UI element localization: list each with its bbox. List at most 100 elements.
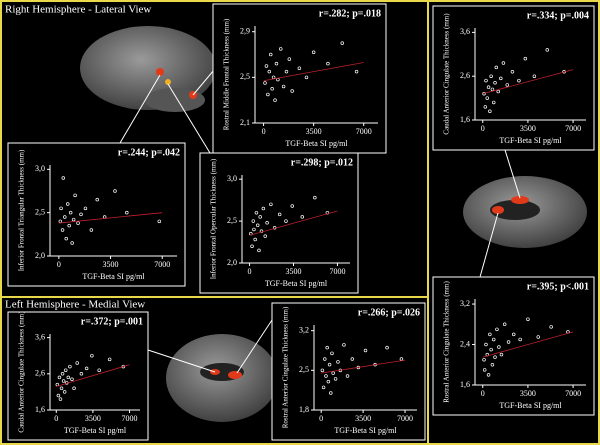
- point: [486, 373, 491, 377]
- point: [71, 217, 76, 222]
- point: [496, 89, 500, 94]
- chart: r=.244; p=.042 2,0 2,5 3,0 0 3500 7000 TGF-Beta…: [7, 142, 186, 287]
- x-tick-label: 3500: [85, 414, 101, 423]
- point: [284, 69, 289, 74]
- point: [59, 206, 63, 211]
- y-tick-label: 1,8: [299, 405, 309, 414]
- point: [64, 236, 68, 241]
- x-tick-label: 3500: [285, 267, 301, 276]
- point: [313, 195, 317, 200]
- brain-right-medial: [463, 149, 587, 278]
- y-tick-label: 3,2: [299, 325, 309, 334]
- point: [253, 237, 257, 242]
- brain-lateral: [80, 26, 216, 154]
- chart-title: r=.334; p=.004: [527, 10, 589, 21]
- point: [284, 219, 288, 223]
- x-tick-label: 7000: [565, 389, 581, 398]
- y-tick-label: 2,4: [460, 339, 470, 348]
- trend-line: [249, 210, 338, 236]
- point: [532, 74, 537, 78]
- point: [493, 355, 497, 359]
- point: [482, 357, 486, 362]
- point: [505, 83, 510, 87]
- x-tick-label: 7000: [122, 414, 138, 423]
- x-axis-label: TGF-Beta SI pg/ml: [64, 426, 127, 435]
- point: [545, 48, 550, 52]
- point: [290, 89, 294, 93]
- point: [268, 52, 273, 57]
- point: [263, 81, 267, 85]
- point: [70, 241, 74, 245]
- point: [60, 228, 65, 232]
- chart-title: r=.266; p=.026: [358, 307, 420, 318]
- trend-line: [482, 331, 574, 358]
- point: [327, 362, 332, 367]
- point: [264, 64, 269, 68]
- y-tick-label: 2,0: [227, 258, 237, 267]
- point: [267, 69, 272, 74]
- point: [72, 386, 76, 391]
- trend-line: [56, 364, 130, 387]
- point: [59, 386, 64, 391]
- trend-line: [321, 359, 406, 374]
- x-tick-label: 0: [481, 389, 485, 398]
- point: [363, 348, 368, 353]
- point: [518, 337, 522, 342]
- point: [278, 47, 283, 51]
- point: [97, 368, 101, 372]
- point: [333, 377, 338, 381]
- y-axis-label: Rostral Anterior Cingulate Thickness (mm…: [443, 281, 451, 403]
- point: [482, 91, 486, 96]
- point: [79, 212, 83, 217]
- point: [113, 189, 117, 193]
- point: [511, 332, 516, 337]
- point: [258, 215, 262, 219]
- point: [56, 393, 61, 398]
- point: [501, 61, 506, 65]
- point: [70, 377, 74, 381]
- point: [523, 56, 528, 61]
- point: [270, 87, 274, 91]
- point: [79, 372, 84, 376]
- point: [269, 202, 273, 207]
- point: [251, 219, 256, 223]
- brain-left-medial: [147, 319, 278, 422]
- point: [65, 202, 70, 206]
- point: [265, 221, 269, 225]
- chart: r=.372; p=.001 1,6 2,6 3,6 0 3500 7000 TGF-Beta…: [7, 311, 149, 441]
- point: [63, 215, 67, 219]
- point: [95, 197, 100, 202]
- point: [502, 322, 507, 327]
- point: [287, 57, 292, 61]
- point: [506, 340, 511, 344]
- chart-box: [7, 311, 149, 441]
- point: [252, 227, 256, 232]
- point: [486, 85, 491, 89]
- chart-box: [212, 3, 387, 154]
- point: [90, 353, 94, 358]
- point: [58, 397, 63, 401]
- x-axis-label: TGF-Beta SI pg/ml: [334, 426, 397, 435]
- y-tick-label: 3,2: [460, 299, 470, 308]
- point: [488, 332, 492, 337]
- point: [491, 337, 496, 342]
- y-axis-label: Inferior Frontal Opercular Thickness (mm…: [210, 158, 218, 279]
- chart-box: [432, 5, 595, 151]
- x-tick-label: 3500: [520, 124, 536, 133]
- panel-title: Right Hemisphere - Lateral View: [5, 4, 151, 16]
- point: [266, 92, 270, 97]
- y-tick-label: 1,6: [35, 405, 45, 414]
- point: [483, 105, 488, 109]
- point: [331, 371, 335, 375]
- y-axis-label: Caudal Anterior Cingulate Thickness (mm): [443, 13, 451, 135]
- y-tick-label: 2,6: [460, 71, 470, 80]
- point: [304, 75, 309, 80]
- y-tick-label: 2,5: [299, 365, 309, 374]
- point: [490, 363, 495, 367]
- point: [290, 204, 294, 208]
- x-tick-label: 0: [57, 260, 61, 269]
- y-tick-label: 3,0: [35, 164, 45, 173]
- point: [325, 345, 329, 350]
